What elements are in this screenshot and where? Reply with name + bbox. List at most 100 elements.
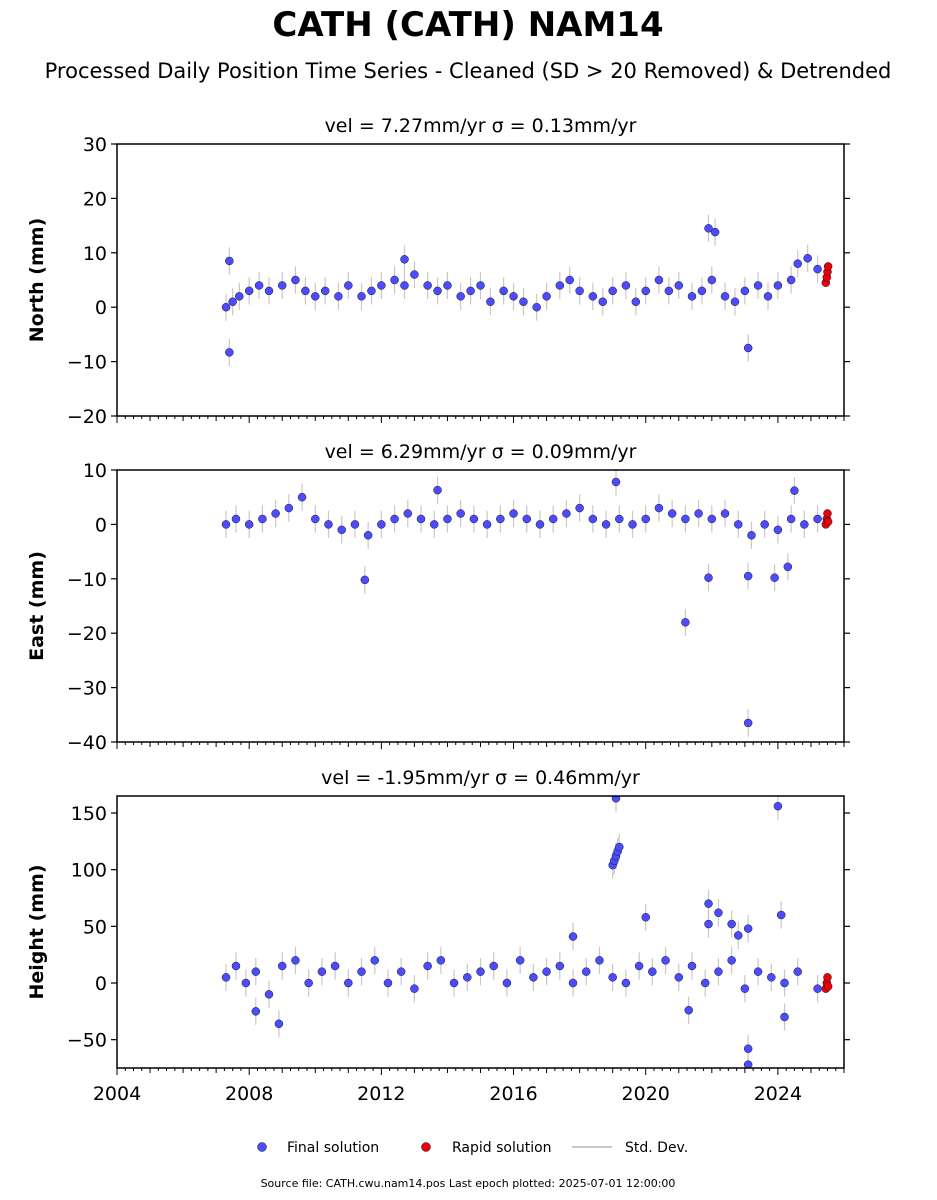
x-tick-label: 2020 <box>622 1083 670 1105</box>
final-point <box>631 297 641 307</box>
x-tick-label: 2012 <box>357 1083 405 1105</box>
final-point <box>681 618 690 627</box>
final-point <box>548 514 558 524</box>
final-point <box>634 961 644 971</box>
final-point <box>519 297 528 307</box>
final-point <box>337 525 346 535</box>
final-point <box>221 302 231 312</box>
final-point <box>568 978 578 988</box>
x-tick-label: 2008 <box>225 1083 273 1105</box>
final-point <box>753 967 763 976</box>
final-point <box>456 509 465 518</box>
final-point <box>803 253 812 263</box>
final-point <box>423 961 432 971</box>
final-point <box>674 973 684 982</box>
rapid-point <box>823 517 833 526</box>
final-point <box>390 275 399 285</box>
final-point <box>466 286 475 296</box>
final-point <box>611 477 621 487</box>
legend-final-label: Final solution <box>287 1140 379 1156</box>
final-point <box>654 275 664 285</box>
final-point <box>786 514 796 524</box>
plot-area <box>221 796 833 1068</box>
final-point <box>225 256 234 266</box>
final-point <box>489 961 498 971</box>
final-point <box>367 286 376 296</box>
final-point <box>410 984 419 993</box>
y-tick-label: −20 <box>67 623 107 645</box>
final-point <box>743 1060 753 1068</box>
final-point <box>370 956 380 965</box>
final-point <box>443 514 452 524</box>
final-point <box>813 514 822 524</box>
final-point <box>694 509 703 518</box>
final-point <box>476 281 485 290</box>
final-point <box>301 286 310 296</box>
final-point <box>720 292 730 301</box>
final-point <box>575 503 584 513</box>
final-point <box>429 520 439 529</box>
final-point <box>221 973 231 982</box>
final-point <box>350 520 360 529</box>
final-point <box>747 531 756 540</box>
final-point <box>396 967 406 976</box>
final-point <box>773 281 783 290</box>
y-tick-label: 10 <box>83 243 107 265</box>
x-tick-label: 2024 <box>754 1083 802 1105</box>
y-tick-label: −10 <box>67 569 107 591</box>
final-point <box>363 531 373 540</box>
final-point <box>228 297 237 307</box>
final-point <box>344 978 353 988</box>
y-tick-label: −20 <box>67 406 107 428</box>
legend-rapid-label: Rapid solution <box>452 1140 552 1156</box>
final-point <box>704 573 713 582</box>
final-point <box>221 520 231 529</box>
final-point <box>264 990 274 999</box>
final-point <box>704 224 713 233</box>
plot-area <box>221 470 833 737</box>
final-point <box>383 978 393 988</box>
legend-final-marker <box>257 1142 267 1152</box>
final-point <box>588 514 598 524</box>
final-point <box>235 292 244 301</box>
y-tick-label: 30 <box>83 134 107 156</box>
final-point <box>496 514 505 524</box>
final-point <box>704 919 713 929</box>
final-point <box>416 514 426 524</box>
height-panel: vel = -1.95mm/yr σ = 0.46mm/yr Height (mm… <box>26 767 850 1105</box>
final-point <box>783 562 793 572</box>
final-point <box>575 286 584 296</box>
final-point <box>555 281 565 290</box>
final-point <box>773 525 783 535</box>
final-point <box>515 956 525 965</box>
rapid-point <box>823 262 833 271</box>
final-point <box>780 978 789 988</box>
y-tick-label: 0 <box>95 973 107 995</box>
y-tick-label: 100 <box>71 860 107 882</box>
y-axis-label: North (mm) <box>26 218 48 343</box>
legend-rapid-marker <box>421 1142 431 1152</box>
final-point <box>707 514 717 524</box>
final-point <box>770 573 779 582</box>
final-point <box>311 514 320 524</box>
y-tick-label: −30 <box>67 678 107 700</box>
y-tick-label: 150 <box>71 803 107 825</box>
final-point <box>734 931 743 940</box>
final-point <box>410 270 419 279</box>
final-point <box>251 967 261 976</box>
final-point <box>743 718 753 728</box>
final-point <box>320 286 330 296</box>
final-point <box>535 520 545 529</box>
final-point <box>542 967 551 976</box>
final-point <box>734 520 743 529</box>
y-tick-label: −40 <box>67 732 107 754</box>
final-point <box>443 281 452 290</box>
plot-frame <box>116 795 845 1069</box>
final-point <box>687 292 697 301</box>
final-point <box>482 520 492 529</box>
final-point <box>231 961 241 971</box>
final-point <box>727 919 736 929</box>
final-point <box>449 978 459 988</box>
